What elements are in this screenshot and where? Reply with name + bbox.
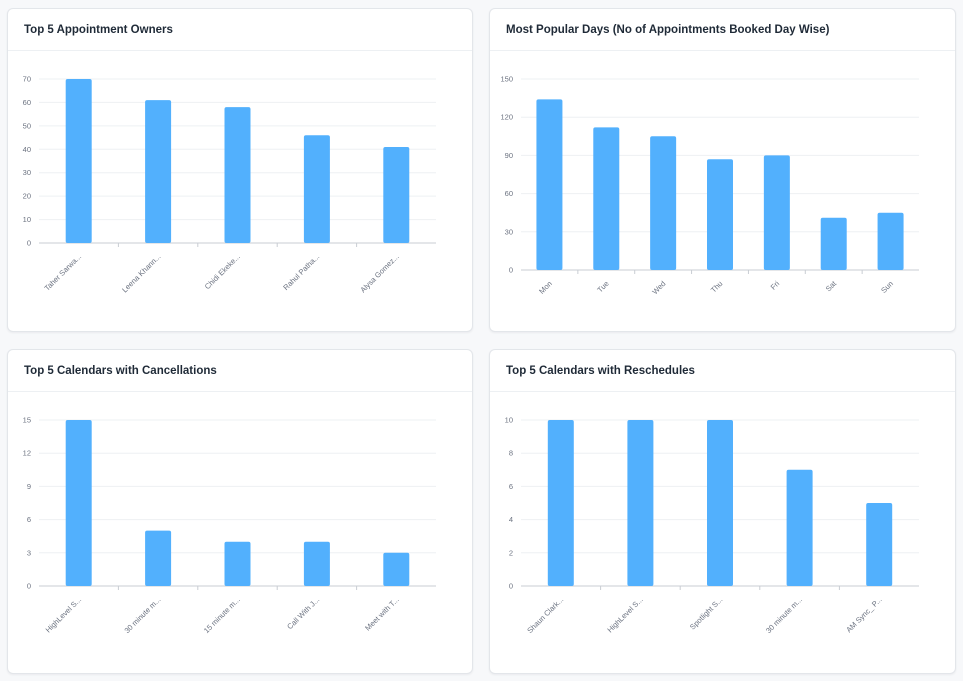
y-tick-label: 0	[27, 239, 31, 248]
x-category-label: HighLevel S...	[605, 595, 644, 634]
chart-card-owners: Top 5 Appointment Owners 0 10 20 30 40 50 60 70…	[7, 8, 473, 332]
y-tick-label: 120	[500, 113, 513, 122]
bar	[145, 100, 172, 243]
bar	[820, 217, 847, 270]
y-tick-label: 0	[509, 582, 513, 591]
x-category-label: 30 minute m...	[123, 595, 163, 635]
bar	[224, 541, 251, 586]
y-tick-label: 15	[23, 416, 31, 425]
y-tick-label: 70	[23, 75, 31, 84]
x-category-label: Thu	[709, 279, 725, 295]
bar	[877, 212, 904, 270]
y-tick-label: 6	[27, 515, 31, 524]
bar	[145, 530, 172, 586]
x-category-label: Sat	[824, 278, 839, 293]
bar	[383, 146, 410, 243]
bar	[383, 552, 410, 586]
x-category-label: Fri	[769, 279, 782, 292]
x-category-label: Spotlight S...	[688, 595, 724, 631]
bar	[65, 79, 92, 243]
y-tick-label: 0	[27, 582, 31, 591]
bar	[707, 420, 733, 586]
y-tick-label: 6	[509, 482, 513, 491]
bar	[65, 420, 92, 586]
chart-days: 0 30 60 90 120 150 Mon Tue Wed Thu Fri Sat Sun	[500, 75, 919, 296]
bar	[650, 136, 677, 270]
x-category-label: Wed	[650, 279, 667, 296]
bar	[627, 420, 654, 586]
card-title: Most Popular Days (No of Appointments Bo…	[506, 23, 830, 36]
chart-card-reschedules: Top 5 Calendars with Reschedules 0 2 4 6 8 10…	[489, 349, 956, 674]
x-category-label: 30 minute m...	[764, 595, 804, 635]
card-title: Top 5 Calendars with Reschedules	[506, 364, 695, 377]
bar	[866, 503, 893, 586]
y-tick-label: 40	[23, 145, 31, 154]
card-header: Top 5 Calendars with Cancellations	[8, 350, 472, 392]
chart-owners: 0 10 20 30 40 50 60 70 Taher Sarwa... Leena Khann…	[23, 75, 436, 294]
x-category-label: Rahul Patha...	[281, 252, 321, 292]
bar	[303, 135, 330, 243]
x-category-label: Taher Sarwa...	[43, 252, 84, 293]
card-title: Top 5 Calendars with Cancellations	[24, 364, 217, 377]
x-category-label: Sun	[879, 279, 895, 295]
y-tick-label: 8	[509, 449, 513, 458]
chart-card-days: Most Popular Days (No of Appointments Bo…	[489, 8, 956, 332]
x-category-label: Call With J...	[285, 595, 321, 631]
bar	[303, 541, 330, 586]
card-header: Top 5 Appointment Owners	[8, 9, 472, 51]
y-tick-label: 9	[27, 482, 31, 491]
bar	[593, 127, 620, 271]
chart-cancellations: 0 3 6 9 12 15 HighLevel S... 30 minute m... 15 m…	[23, 416, 436, 635]
y-tick-label: 30	[505, 227, 513, 236]
x-category-label: Shaun Clark...	[525, 595, 565, 635]
y-tick-label: 2	[509, 548, 513, 557]
bar	[786, 469, 813, 586]
bar	[547, 420, 574, 586]
y-tick-label: 30	[23, 168, 31, 177]
y-tick-label: 20	[23, 192, 31, 201]
y-tick-label: 4	[509, 515, 513, 524]
y-tick-label: 10	[23, 215, 31, 224]
y-tick-label: 90	[505, 151, 513, 160]
y-tick-label: 50	[23, 121, 31, 130]
bar	[707, 159, 733, 270]
y-tick-label: 60	[23, 98, 31, 107]
x-category-label: Meet with T...	[363, 595, 401, 633]
y-tick-label: 0	[509, 266, 513, 275]
card-header: Top 5 Calendars with Reschedules	[490, 350, 955, 392]
y-tick-label: 3	[27, 548, 31, 557]
card-header: Most Popular Days (No of Appointments Bo…	[490, 9, 955, 51]
card-title: Top 5 Appointment Owners	[24, 23, 173, 36]
bar	[224, 107, 251, 243]
chart-reschedules: 0 2 4 6 8 10 Shaun Clark... HighLevel S... Spotl…	[505, 416, 919, 635]
y-tick-label: 150	[500, 75, 513, 84]
x-category-label: Alysa Gomez...	[358, 252, 400, 294]
x-category-label: Chidi Ekeke...	[203, 252, 242, 291]
bar	[536, 99, 563, 270]
y-tick-label: 10	[505, 416, 513, 425]
chart-card-cancellations: Top 5 Calendars with Cancellations 0 3 6 9 1…	[7, 349, 473, 674]
y-tick-label: 60	[505, 189, 513, 198]
x-category-label: AM Sync_ P...	[844, 595, 883, 634]
x-category-label: Leena Khann...	[120, 252, 162, 294]
bar	[763, 155, 790, 270]
x-category-label: Tue	[595, 279, 610, 294]
x-category-label: 15 minute m...	[202, 595, 242, 635]
x-category-label: HighLevel S...	[44, 595, 83, 634]
y-tick-label: 12	[23, 449, 31, 458]
x-category-label: Mon	[537, 279, 554, 296]
